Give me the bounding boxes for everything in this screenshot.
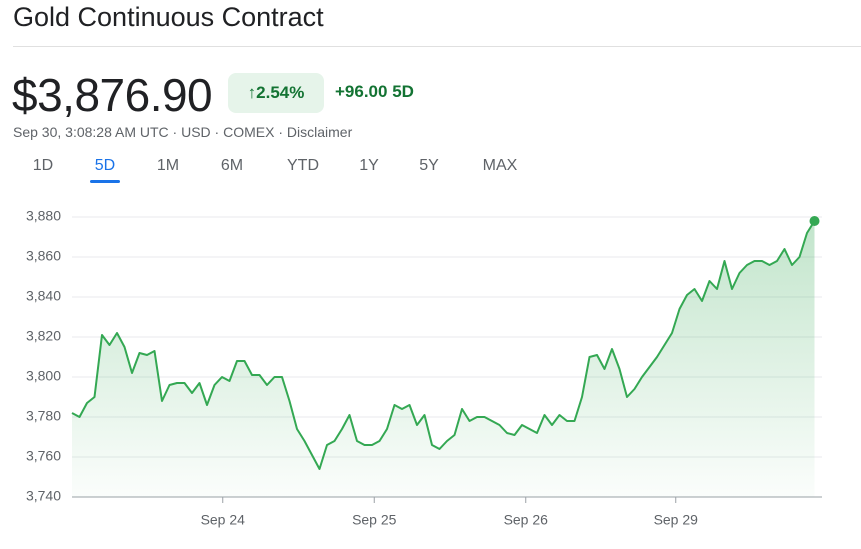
range-tab[interactable]: YTD xyxy=(287,157,319,174)
up-arrow: ↑ xyxy=(247,83,257,102)
range-tab[interactable]: MAX xyxy=(482,157,518,174)
timestamp: Sep 30, 3:08:28 AM UTC xyxy=(13,124,169,140)
range-tab[interactable]: 1M xyxy=(156,157,180,174)
price-line xyxy=(71,220,816,470)
y-tick-label: 3,840 xyxy=(26,288,61,304)
x-tick-label: Sep 29 xyxy=(654,512,699,528)
x-tick-label: Sep 26 xyxy=(504,512,549,528)
range-tab[interactable]: 5D xyxy=(94,157,116,174)
change-abs: +96.00 xyxy=(335,82,388,101)
x-tick-label: Sep 24 xyxy=(201,512,246,528)
range-tab[interactable]: 1D xyxy=(32,157,54,174)
y-tick-label: 3,780 xyxy=(26,408,61,424)
y-tick-label: 3,740 xyxy=(26,488,61,504)
change-percent: 2.54% xyxy=(256,83,305,102)
change-abs-row: +96.00 5D xyxy=(335,82,414,102)
meta: Sep 30, 3:08:28 AM UTC · USD · COMEX · D… xyxy=(13,124,353,140)
y-tick-label: 3,760 xyxy=(26,448,61,464)
change-badge: ↑ 2.54% xyxy=(228,73,324,113)
disclaimer[interactable]: Disclaimer xyxy=(286,124,353,140)
x-tick-label: Sep 25 xyxy=(352,512,397,528)
range-tab[interactable]: 5Y xyxy=(419,157,439,174)
last-point xyxy=(809,216,820,226)
y-tick-label: 3,820 xyxy=(26,328,61,344)
y-tick-label: 3,860 xyxy=(26,248,61,264)
area-fill xyxy=(72,221,815,497)
currency: USD xyxy=(181,124,211,140)
exchange: COMEX xyxy=(223,124,275,140)
range-tab[interactable]: 1Y xyxy=(359,157,379,174)
price: $3,876.90 xyxy=(12,69,213,121)
y-tick-label: 3,800 xyxy=(26,368,61,384)
range-tab[interactable]: 6M xyxy=(220,157,244,174)
y-tick-label: 3,880 xyxy=(26,208,61,224)
title: Gold Continuous Contract xyxy=(13,2,324,32)
separator xyxy=(13,46,861,47)
change-period: 5D xyxy=(392,82,414,101)
tab-underline xyxy=(90,180,120,183)
